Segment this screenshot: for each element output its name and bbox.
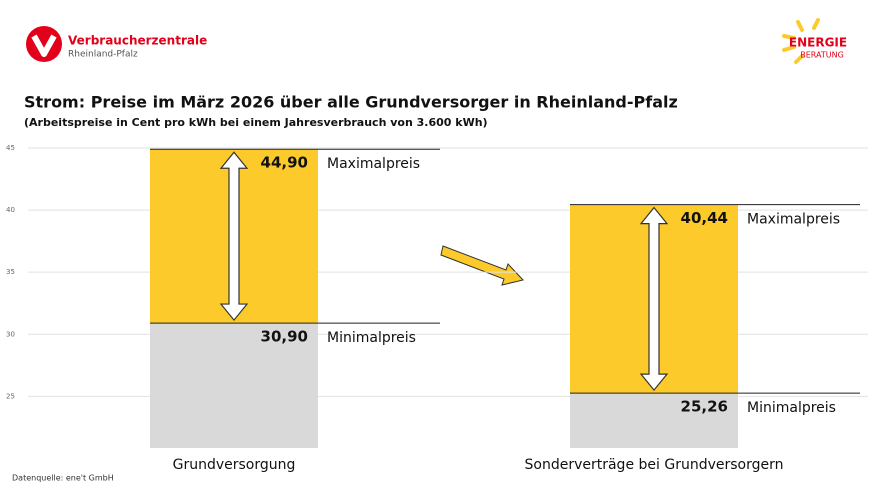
logo-v [31,34,57,57]
min-value-label: 30,90 [261,328,308,346]
logo-ray [782,34,796,40]
min-value-label: 25,26 [681,398,728,416]
x-tick-label: Sonderverträge bei Grundversorgern [525,457,784,473]
range-arrow [639,206,669,392]
y-tick-label: 30 [6,330,15,338]
min-series-label: Minimalpreis [747,400,836,416]
logo-right: ENERGIE BERATUNG [782,18,847,64]
chart-subtitle: (Arbeitspreise in Cent pro kWh bei einem… [24,116,488,129]
y-tick-label: 45 [6,144,15,152]
logo-ray [812,18,820,30]
max-series-label: Maximalpreis [327,156,420,172]
logo-region: Rheinland-Pfalz [68,50,138,60]
min-series-label: Minimalpreis [327,330,416,346]
y-tick-label: 40 [6,206,15,214]
min-bar [150,323,318,448]
chart-title: Strom: Preise im März 2026 über alle Gru… [24,93,678,112]
logo-ray [796,20,804,32]
logo-circle [26,26,62,62]
x-tick-label: Grundversorgung [173,457,296,473]
y-tick-label: 35 [6,268,15,276]
source: Datenquelle: ene't GmbH [12,474,114,483]
max-value-label: 40,44 [681,209,728,227]
y-tick-label: 25 [6,392,15,400]
min-bar [570,393,738,448]
logo-name: Verbraucherzentrale [68,34,207,48]
logo-ray [782,45,796,52]
max-series-label: Maximalpreis [747,212,840,228]
logo-ray [794,54,804,64]
logo-sub: BERATUNG [800,51,844,60]
logo-left: Verbraucherzentrale Rheinland-Pfalz [26,26,207,62]
logo-name: ENERGIE [789,36,847,50]
transition-arrow [440,245,524,286]
range-arrow [219,151,249,322]
max-value-label: 44,90 [261,154,308,172]
